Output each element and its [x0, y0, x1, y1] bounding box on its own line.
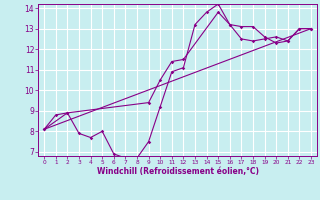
X-axis label: Windchill (Refroidissement éolien,°C): Windchill (Refroidissement éolien,°C) [97, 167, 259, 176]
